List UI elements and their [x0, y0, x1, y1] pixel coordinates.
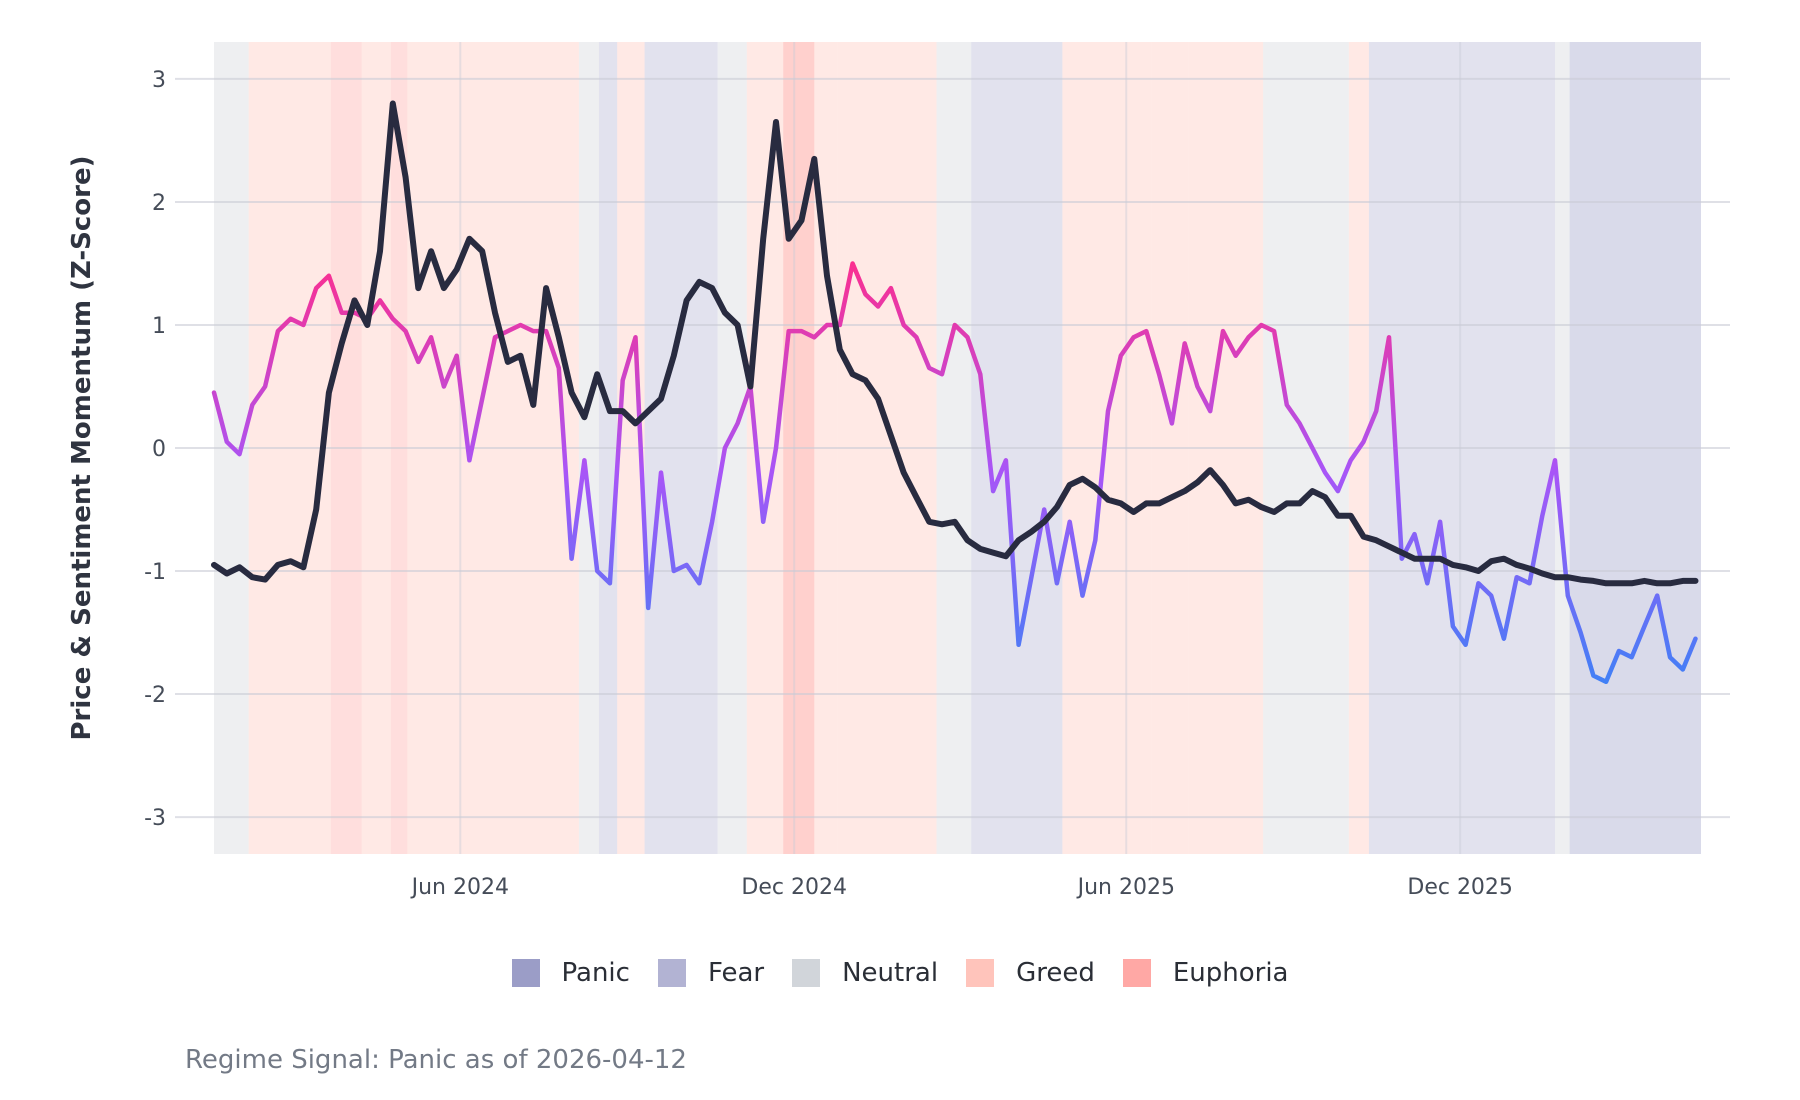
legend-label: Fear	[707, 958, 765, 988]
price-momentum-line	[211, 100, 1699, 587]
legend-swatch-greed	[966, 959, 995, 987]
y-axis-ticks: 3 2 1 0 -1 -2 -3	[144, 68, 166, 831]
legend-swatch-panic	[511, 959, 540, 987]
x-tick-label: Dec 2025	[1407, 875, 1513, 900]
x-tick-label: Jun 2024	[410, 875, 509, 900]
legend-swatch-euphoria	[1122, 959, 1151, 987]
y-axis-title: Price & Sentiment Momentum (Z-Score)	[67, 156, 97, 741]
y-tick-label: 0	[152, 437, 166, 462]
legend-label: Neutral	[842, 958, 939, 988]
legend-item-neutral[interactable]: Neutral	[792, 958, 938, 988]
y-tick-label: -3	[144, 806, 166, 831]
legend-item-fear[interactable]: Fear	[657, 958, 765, 988]
legend-swatch-neutral	[792, 959, 821, 987]
x-tick-label: Jun 2025	[1076, 875, 1175, 900]
legend-item-panic[interactable]: Panic	[511, 958, 630, 988]
legend-label: Panic	[561, 958, 630, 988]
y-tick-label: -1	[144, 560, 166, 585]
legend-item-greed[interactable]: Greed	[966, 958, 1095, 988]
x-axis-ticks: Jun 2024 Dec 2024 Jun 2025 Dec 2025	[410, 875, 1513, 900]
legend-swatch-fear	[657, 959, 686, 987]
y-tick-label: -2	[144, 683, 166, 708]
y-tick-label: 1	[152, 314, 166, 339]
y-tick-label: 2	[152, 191, 166, 216]
legend: Panic Fear Neutral Greed Euphoria	[0, 958, 1800, 988]
y-tick-label: 3	[152, 68, 166, 93]
legend-item-euphoria[interactable]: Euphoria	[1122, 958, 1289, 988]
regime-signal-caption: Regime Signal: Panic as of 2026-04-12	[185, 1045, 687, 1075]
legend-label: Greed	[1016, 958, 1095, 988]
legend-label: Euphoria	[1172, 958, 1289, 988]
x-tick-label: Dec 2024	[741, 875, 847, 900]
sentiment-momentum-line	[211, 261, 1698, 685]
series-lines	[211, 100, 1699, 685]
